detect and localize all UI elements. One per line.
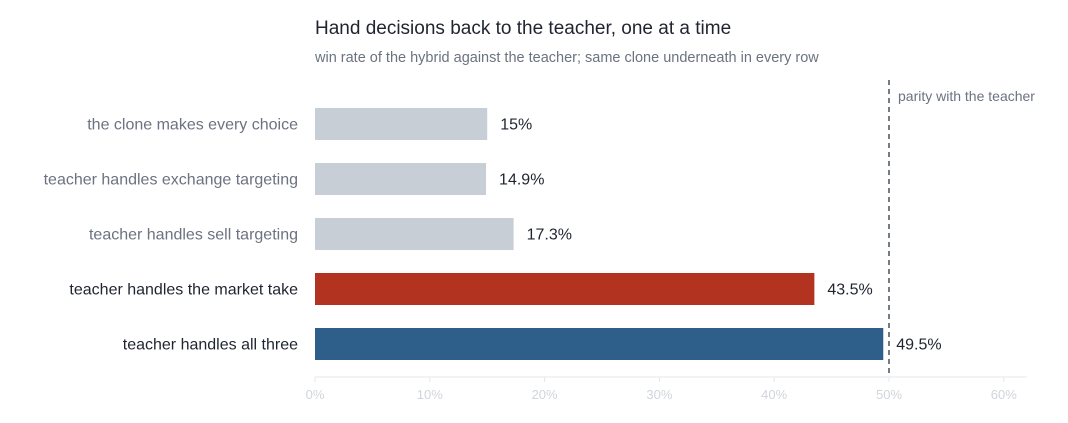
bar [315,108,488,140]
chart-title: Hand decisions back to the teacher, one … [315,18,732,39]
value-label: 17.3% [527,227,572,244]
reference-layer: parity with the teacher [888,80,1035,377]
bar [315,163,487,195]
value-label: 49.5% [896,337,941,354]
chart-subtitle: win rate of the hybrid against the teach… [315,50,819,66]
x-tick-label: 40% [761,387,787,402]
category-label: teacher handles all three [123,337,298,354]
bar [315,218,514,250]
bars-layer: the clone makes every choice 15% teacher h… [44,108,942,360]
bar [315,328,884,360]
parity-reference-label: parity with the teacher [898,88,1035,104]
x-tick-label: 60% [991,387,1017,402]
x-tick-label: 20% [532,387,558,402]
value-label: 15% [500,117,532,134]
category-label: the clone makes every choice [87,117,298,134]
category-label: teacher handles exchange targeting [44,172,298,189]
x-tick-label: 0% [306,387,325,402]
value-label: 14.9% [499,172,544,189]
bar [315,273,815,305]
category-label: teacher handles sell targeting [89,227,298,244]
value-label: 43.5% [827,282,872,299]
x-tick-label: 10% [417,387,443,402]
x-axis: 0% 10% 20% 30% 40% 50% 60% [306,376,1027,402]
x-tick-label: 50% [876,387,902,402]
x-tick-label: 30% [646,387,672,402]
category-label: teacher handles the market take [69,282,298,299]
